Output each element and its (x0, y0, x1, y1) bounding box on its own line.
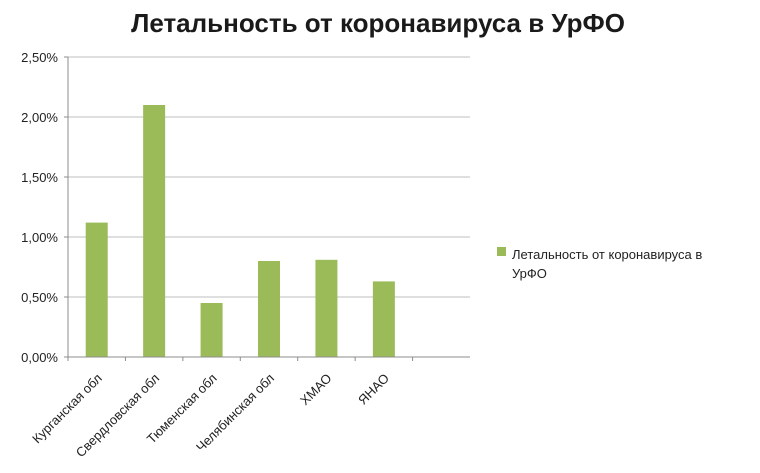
legend-label-line: Летальность от коронавируса в (512, 247, 702, 262)
bar (372, 281, 395, 357)
y-tick-label: 0,50% (21, 290, 58, 305)
legend: Летальность от коронавируса в УрФО (497, 247, 702, 281)
bar (315, 259, 338, 357)
y-tick-label: 1,50% (21, 170, 58, 185)
x-tick-label: ХМАО (297, 371, 334, 408)
bar (143, 105, 166, 357)
chart-title: Летальность от коронавируса в УрФО (131, 8, 625, 38)
y-tick-label: 2,00% (21, 110, 58, 125)
legend-swatch (497, 247, 506, 256)
legend-label-line: УрФО (512, 266, 547, 281)
y-tick-label: 0,00% (21, 350, 58, 365)
y-tick-label: 1,00% (21, 230, 58, 245)
bars (85, 105, 395, 357)
y-tick-label: 2,50% (21, 50, 58, 65)
bar (200, 303, 223, 357)
gridlines (68, 56, 470, 298)
bar (85, 222, 108, 357)
bar (258, 261, 280, 357)
legend-label: Летальность от коронавируса в УрФО (512, 247, 702, 281)
axes (67, 57, 470, 358)
y-axis-ticks: 0,00% 0,50% 1,00% 1,50% 2,00% 2,50% (21, 50, 68, 365)
x-tick-label: ЯНАО (355, 371, 392, 408)
